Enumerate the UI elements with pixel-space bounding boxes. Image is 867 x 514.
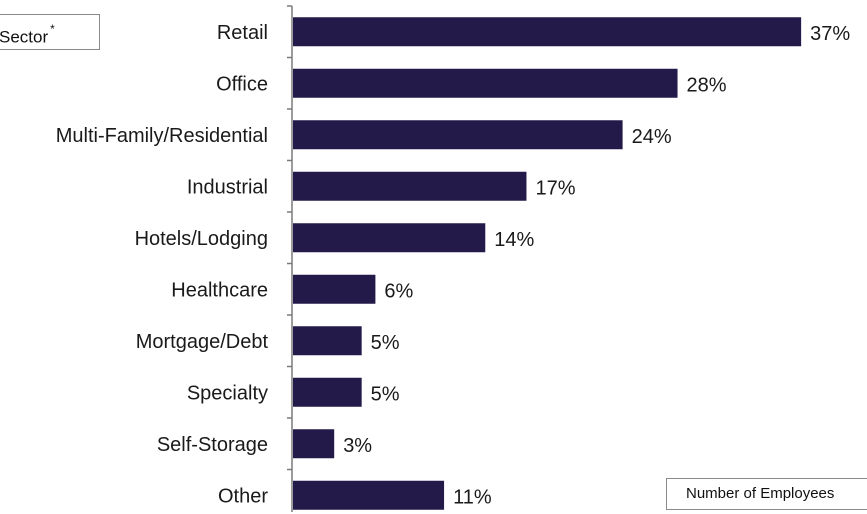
bar-healthcare xyxy=(293,274,376,304)
value-label-other: 11% xyxy=(453,486,492,508)
sector-footnote-mark: * xyxy=(50,22,55,36)
bar-industrial xyxy=(293,171,527,201)
value-label-industrial: 17% xyxy=(535,177,575,199)
sector-legend-box: Sector * xyxy=(0,14,100,50)
category-label-multi-family-residential: Multi-Family/Residential xyxy=(56,125,268,147)
category-label-retail: Retail xyxy=(217,22,268,44)
category-label-self-storage: Self-Storage xyxy=(157,434,268,456)
category-label-industrial: Industrial xyxy=(187,176,268,198)
bar-hotels-lodging xyxy=(293,223,486,253)
category-labels: Retail Office Multi-Family/Residential Indu… xyxy=(56,22,269,508)
bar-retail xyxy=(293,17,802,47)
sector-legend-text: Sector xyxy=(0,27,49,47)
value-label-mortgage-debt: 5% xyxy=(371,332,400,354)
category-label-specialty: Specialty xyxy=(187,382,268,404)
value-label-hotels-lodging: 14% xyxy=(494,229,534,251)
value-label-office: 28% xyxy=(687,74,727,96)
y-axis-ticks xyxy=(287,5,292,471)
employees-legend-text: Number of Employees xyxy=(686,485,835,502)
category-label-hotels-lodging: Hotels/Lodging xyxy=(135,228,268,250)
category-label-mortgage-debt: Mortgage/Debt xyxy=(136,331,269,353)
employees-legend-box: Number of Employees xyxy=(666,478,867,510)
value-label-specialty: 5% xyxy=(371,383,400,405)
bars xyxy=(293,17,802,510)
bar-self-storage xyxy=(293,429,335,459)
value-label-multi-family-residential: 24% xyxy=(632,126,672,148)
category-label-office: Office xyxy=(216,73,268,95)
bar-office xyxy=(293,68,678,98)
category-label-other: Other xyxy=(218,485,268,507)
value-label-retail: 37% xyxy=(810,23,850,45)
value-label-self-storage: 3% xyxy=(343,435,372,457)
bar-mortgage-debt xyxy=(293,326,362,356)
bar-other xyxy=(293,480,445,510)
value-labels: 37% 28% 24% 17% 14% 6% 5% 5% 3% 11% xyxy=(343,23,850,509)
bar-multi-family-residential xyxy=(293,120,623,150)
bar-specialty xyxy=(293,377,362,407)
category-label-healthcare: Healthcare xyxy=(171,279,268,301)
value-label-healthcare: 6% xyxy=(384,280,413,302)
